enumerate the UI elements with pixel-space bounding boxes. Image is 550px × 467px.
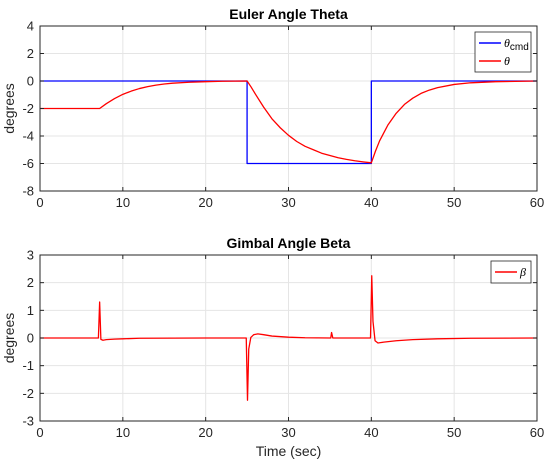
theta-xtick-label: 10 [116,195,130,210]
theta-ytick-label: 0 [27,74,34,89]
beta-xtick-label: 40 [364,425,378,440]
theta-xtick-label: 20 [198,195,212,210]
theta-xtick-label: 60 [530,195,544,210]
theta-plot: 0 10 20 30 40 50 60 -8 -6 -4 -2 0 2 4 Euler Angle The… [1,6,544,210]
theta-ytick-label: 2 [27,46,34,61]
beta-ytick-label: 0 [27,331,34,346]
beta-legend-label: β [519,265,526,279]
beta-ytick-label: -3 [22,414,34,429]
beta-xtick-label: 50 [447,425,461,440]
theta-ytick-label: -8 [22,184,34,199]
beta-ytick-label: 2 [27,275,34,290]
beta-plot-legend: β [490,260,532,284]
theta-ytick-label: 4 [27,19,34,34]
theta-cmd-legend-label: θcmd [504,36,529,53]
beta-plot-title: Gimbal Angle Beta [227,235,351,251]
beta-series-0-line [40,275,537,401]
theta-cmd-legend-sub: cmd [510,42,529,53]
beta-xtick-label: 20 [198,425,212,440]
theta-xtick-label: 50 [447,195,461,210]
beta-xtick-label: 10 [116,425,130,440]
theta-xtick-label: 40 [364,195,378,210]
beta-xtick-label: 60 [530,425,544,440]
theta-legend-box [474,31,532,73]
theta-ytick-label: -4 [22,129,34,144]
theta-series-1-line [40,80,537,164]
theta-cmd-legend-main: θ [504,36,510,50]
beta-ytick-label: 3 [27,248,34,263]
beta-ytick-label: -2 [22,386,34,401]
beta-ytick-label: 1 [27,303,34,318]
theta-xtick-label: 30 [281,195,295,210]
beta-plot-xlabel: Time (sec) [256,443,322,459]
theta-ytick-label: -2 [22,101,34,116]
theta-plot-ylabel: degrees [1,83,17,134]
theta-ytick-label: -6 [22,156,34,171]
beta-plot-ylabel: degrees [1,313,17,364]
theta-plot-legend: θcmd θ [474,31,532,73]
theta-plot-title: Euler Angle Theta [229,6,348,22]
beta-ytick-label: -1 [22,358,34,373]
beta-xtick-label: 0 [36,425,43,440]
theta-legend-label: θ [504,54,510,68]
beta-xtick-label: 30 [281,425,295,440]
theta-xtick-label: 0 [36,195,43,210]
beta-plot: 0 10 20 30 40 50 60 -3 -2 -1 0 1 2 3 Gimbal Angle Bet… [1,235,544,459]
